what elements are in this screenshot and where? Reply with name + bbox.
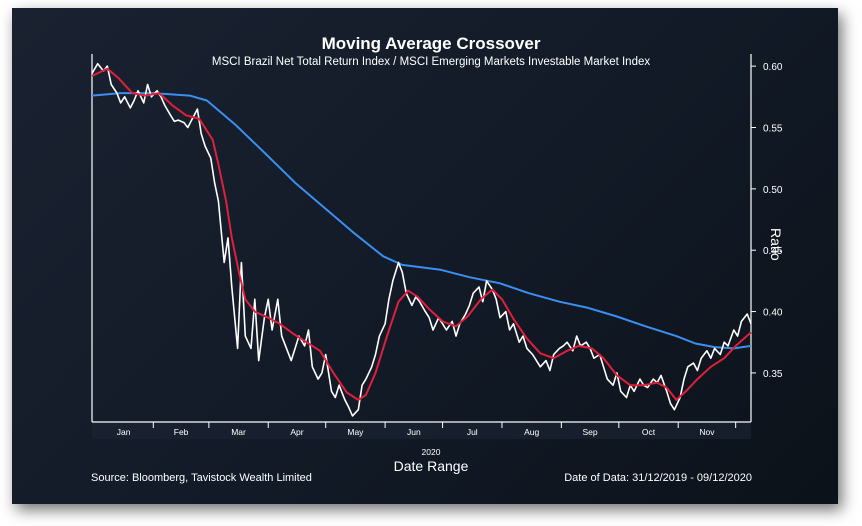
y-tick-label: 0.40	[763, 308, 783, 319]
x-tick-label-jun: Jun	[407, 427, 421, 437]
source-note: Source: Bloomberg, Tavistock Wealth Limi…	[91, 472, 312, 484]
x-tick-label-sep: Sep	[583, 427, 598, 437]
x-tick-label-mar: Mar	[231, 427, 246, 437]
x-tick-label-may: May	[347, 427, 364, 437]
x-tick-label-jul: Jul	[467, 427, 478, 437]
x-tick-label-apr: Apr	[290, 427, 303, 437]
x-tick-label-jan: Jan	[117, 427, 131, 437]
y-tick-label: 0.55	[763, 123, 783, 134]
y-tick-label: 0.60	[763, 62, 783, 73]
y-axis-title: Ratio	[768, 228, 784, 261]
x-axis-year-label: 2020	[421, 447, 441, 457]
date-of-data-note: Date of Data: 31/12/2019 - 09/12/2020	[564, 472, 752, 484]
short-moving-average-line	[91, 67, 752, 401]
x-tick-label-aug: Aug	[524, 427, 539, 437]
x-tick-label-feb: Feb	[174, 427, 189, 437]
y-tick-label: 0.50	[763, 185, 783, 196]
x-axis-band	[92, 423, 751, 439]
y-tick-label: 0.45	[763, 246, 783, 257]
long-moving-average-line	[91, 92, 752, 350]
x-tick-label-nov: Nov	[699, 427, 715, 437]
chart-title: Moving Average Crossover	[321, 34, 541, 53]
x-tick-label-oct: Oct	[642, 427, 656, 437]
x-axis-title: Date Range	[393, 458, 469, 474]
price-ratio-line	[91, 62, 752, 417]
chart-subtitle: MSCI Brazil Net Total Return Index / MSC…	[211, 56, 651, 68]
y-tick-label: 0.35	[763, 369, 783, 380]
